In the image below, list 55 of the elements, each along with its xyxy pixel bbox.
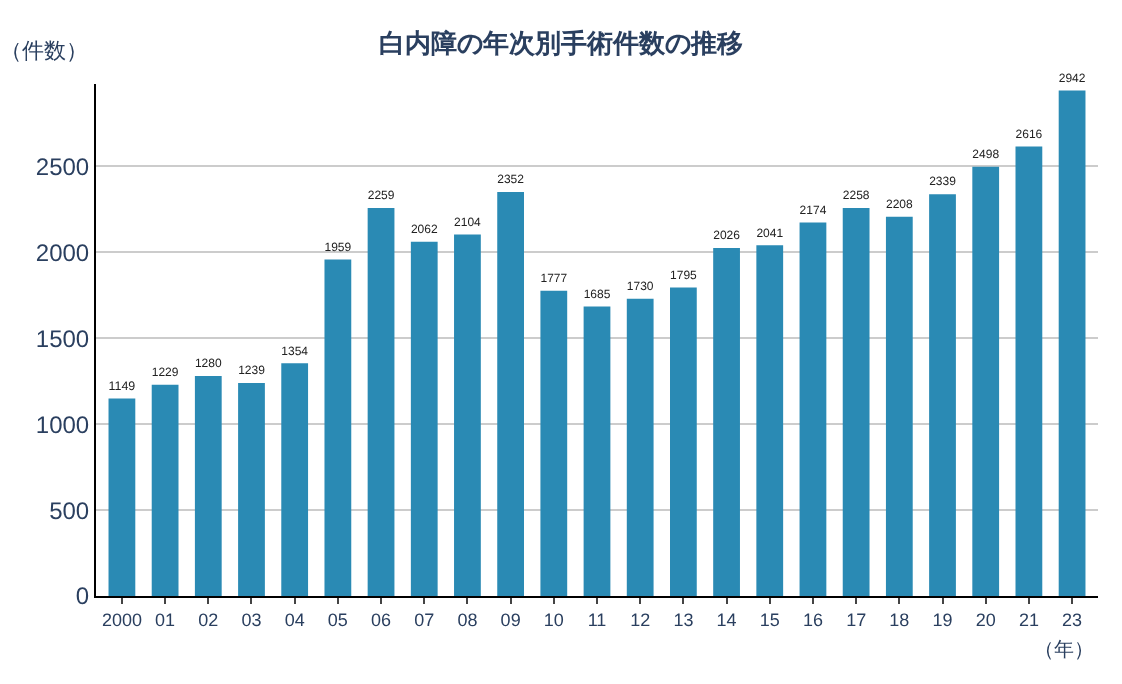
x-tick-label: 17 [846,609,867,630]
bar [756,245,784,596]
x-tick-label: 20 [975,609,996,630]
bar [583,306,611,596]
x-tick-label: 07 [414,609,435,630]
bar [670,287,697,596]
y-tick-label: 2500 [35,152,90,181]
x-axis-title: （年） [1034,638,1094,662]
bar [151,384,179,596]
y-axis-title: （件数） [0,38,88,64]
bar [626,298,654,596]
x-tick-label: 04 [284,609,305,630]
x-tick-label: 21 [1018,609,1039,630]
x-tick-label: 2000 [101,609,142,630]
x-tick-label: 03 [241,609,262,630]
bar [324,259,352,596]
x-tick-label: 16 [802,609,823,630]
bar [194,376,222,596]
bar [497,191,524,596]
x-tick-label: 09 [500,609,521,630]
bar [281,363,309,596]
x-tick-label: 15 [759,609,780,630]
bar [929,194,956,596]
bar [713,247,740,596]
x-tick-label: 10 [543,609,564,630]
x-tick-label: 01 [155,609,176,630]
x-tick-label: 05 [327,609,348,630]
x-tick-label: 13 [673,609,694,630]
y-tick-label: 2000 [35,238,90,267]
bar [799,222,827,596]
bar [367,207,395,596]
bar [1058,90,1086,596]
x-tick-label: 14 [716,609,737,630]
chart-title: 白内障の年次別手術件数の推移 [379,28,743,61]
x-tick-label: 02 [198,609,219,630]
bar [238,383,265,596]
bar [540,290,568,596]
y-tick-label: 1000 [35,410,90,439]
bar [1015,146,1043,596]
x-tick-label: 19 [932,609,953,630]
x-tick-label: 11 [587,609,607,630]
x-tick-label: 08 [457,609,478,630]
x-tick-label: 23 [1062,609,1083,630]
y-tick-label: 1500 [35,324,90,353]
y-tick-label: 0 [75,582,90,611]
x-tick-label: 06 [371,609,392,630]
bar [410,241,438,596]
x-tick-label: 18 [889,609,910,630]
x-tick-label: 12 [630,609,651,630]
y-tick-label: 500 [49,496,90,525]
bar [454,234,481,596]
bar [885,216,913,596]
bar [972,166,1000,596]
bar [108,398,136,596]
bar [842,208,870,596]
